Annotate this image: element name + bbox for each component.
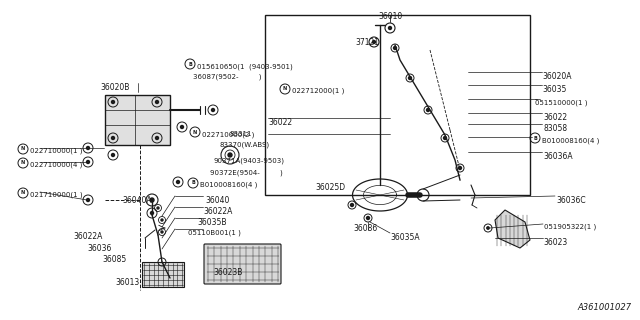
Text: 36025D: 36025D — [315, 183, 345, 192]
Circle shape — [156, 137, 159, 140]
Text: 022710000(2 ): 022710000(2 ) — [202, 131, 254, 138]
Text: 36036A: 36036A — [543, 152, 573, 161]
Text: 36022: 36022 — [543, 113, 567, 122]
Text: 36020B: 36020B — [100, 83, 129, 92]
Circle shape — [228, 153, 232, 157]
Circle shape — [351, 204, 353, 206]
Text: 36022A: 36022A — [203, 207, 232, 216]
FancyBboxPatch shape — [204, 244, 281, 284]
Text: 022710000(4 ): 022710000(4 ) — [30, 162, 83, 169]
Text: 36040A: 36040A — [122, 196, 152, 205]
Circle shape — [388, 27, 392, 29]
Text: N: N — [193, 130, 197, 134]
Text: 83311: 83311 — [230, 131, 253, 137]
Text: 022710000(1 ): 022710000(1 ) — [30, 148, 83, 155]
Circle shape — [444, 137, 447, 140]
Text: 36087(9502-         ): 36087(9502- ) — [193, 74, 262, 81]
Text: 36036: 36036 — [87, 244, 111, 253]
Text: 051905322(1 ): 051905322(1 ) — [544, 224, 596, 230]
Text: 37121: 37121 — [355, 38, 379, 47]
Text: 36010: 36010 — [378, 12, 403, 21]
Text: 90372E(9504-         ): 90372E(9504- ) — [210, 169, 283, 175]
Circle shape — [372, 41, 376, 44]
Circle shape — [177, 180, 179, 183]
Text: 36022: 36022 — [268, 118, 292, 127]
Text: 36020A: 36020A — [542, 72, 572, 81]
Text: 36085: 36085 — [102, 255, 126, 264]
Circle shape — [150, 212, 154, 214]
Text: 015610650(1  (9403-9501): 015610650(1 (9403-9501) — [197, 63, 292, 69]
Text: 36023B: 36023B — [213, 268, 243, 277]
Circle shape — [86, 147, 90, 149]
Text: 36036C: 36036C — [556, 196, 586, 205]
Text: 36035B: 36035B — [197, 218, 227, 227]
Circle shape — [161, 231, 163, 233]
Text: 36086: 36086 — [353, 224, 377, 233]
Circle shape — [86, 161, 90, 164]
Circle shape — [161, 219, 163, 221]
Text: 05110B001(1 ): 05110B001(1 ) — [188, 229, 241, 236]
Text: B010008160(4 ): B010008160(4 ) — [200, 182, 257, 188]
Circle shape — [157, 207, 159, 209]
Circle shape — [150, 198, 154, 202]
Circle shape — [111, 154, 115, 156]
Text: 021710000(1 ): 021710000(1 ) — [30, 192, 83, 198]
Bar — [265, 15, 530, 195]
Circle shape — [111, 100, 115, 103]
Circle shape — [156, 100, 159, 103]
Circle shape — [367, 217, 369, 220]
Text: 051510000(1 ): 051510000(1 ) — [535, 99, 588, 106]
Text: 36035A: 36035A — [390, 233, 420, 242]
Text: A361001027: A361001027 — [578, 303, 632, 312]
Bar — [142, 262, 184, 287]
Text: B: B — [533, 135, 537, 140]
Circle shape — [426, 108, 429, 111]
Circle shape — [211, 108, 214, 111]
Text: 36022A: 36022A — [73, 232, 102, 241]
Circle shape — [458, 166, 461, 170]
Text: 36035: 36035 — [542, 85, 566, 94]
Text: 36023: 36023 — [543, 238, 567, 247]
Bar — [105, 95, 170, 145]
Text: 83058: 83058 — [543, 124, 567, 133]
Text: 36013: 36013 — [115, 278, 140, 287]
Polygon shape — [495, 210, 530, 248]
Circle shape — [111, 137, 115, 140]
Text: 83370(W.ABS): 83370(W.ABS) — [220, 142, 270, 148]
Text: B010008160(4 ): B010008160(4 ) — [542, 137, 600, 143]
Text: N: N — [21, 147, 25, 151]
Circle shape — [180, 125, 184, 129]
Circle shape — [86, 198, 90, 202]
Text: N: N — [21, 161, 25, 165]
Text: 90371A(9403-9503): 90371A(9403-9503) — [213, 158, 284, 164]
Text: B: B — [191, 180, 195, 186]
Text: 022712000(1 ): 022712000(1 ) — [292, 88, 344, 94]
Text: 36040: 36040 — [205, 196, 229, 205]
Text: N: N — [283, 86, 287, 92]
Circle shape — [487, 227, 489, 229]
Circle shape — [408, 76, 412, 79]
Text: N: N — [21, 190, 25, 196]
Circle shape — [394, 46, 397, 50]
Text: B: B — [188, 61, 192, 67]
